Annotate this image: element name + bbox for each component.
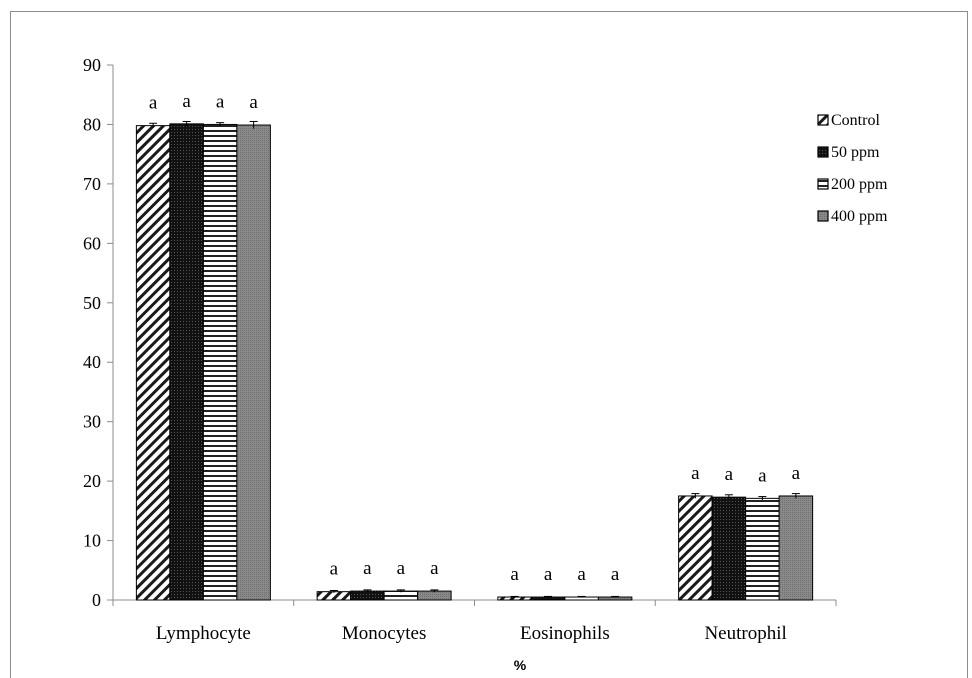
x-tick-label: Lymphocyte [156, 623, 251, 644]
significance-label: a [249, 92, 258, 113]
y-tick-label: 90 [83, 55, 101, 75]
legend-label: 50 ppm [831, 144, 880, 161]
y-tick-label: 30 [83, 412, 101, 432]
legend: Control 50 ppm 200 ppm 400 ppm [817, 112, 888, 225]
significance-label: a [182, 91, 191, 112]
legend-label: Control [831, 112, 880, 129]
legend-label: 200 ppm [831, 176, 888, 193]
bar [169, 123, 204, 601]
significance-label: a [149, 93, 158, 114]
legend-swatch [817, 146, 829, 158]
y-tick-label: 0 [92, 590, 101, 610]
significance-label: a [363, 558, 372, 579]
legend-label: 400 ppm [831, 208, 888, 225]
legend-swatch [817, 210, 829, 222]
bar [135, 125, 171, 601]
y-tick-label: 70 [83, 174, 101, 194]
bar [778, 495, 814, 601]
significance-label: a [725, 464, 734, 485]
bar [236, 124, 271, 601]
y-axis: 0 10 20 30 40 50 60 70 80 90 [83, 55, 114, 610]
x-axis: Lymphocyte Monocytes Eosinophils Neutrophil [112, 599, 837, 644]
significance-label: a [216, 91, 225, 112]
significance-label: a [758, 465, 767, 486]
y-tick-label: 20 [83, 471, 101, 491]
significance-label: a [691, 463, 700, 484]
significance-label: a [544, 564, 553, 585]
bar [745, 497, 780, 601]
bar [383, 590, 419, 601]
significance-label: a [611, 564, 620, 585]
bar [350, 590, 385, 601]
significance-label: a [330, 559, 339, 580]
significance-label: a [430, 558, 439, 579]
x-tick-label: Monocytes [342, 623, 426, 644]
y-tick-label: 10 [83, 531, 101, 551]
y-tick-label: 50 [83, 293, 101, 313]
bar [678, 495, 713, 601]
x-tick-label: Eosinophils [520, 623, 610, 644]
bar [316, 591, 352, 601]
y-tick-label: 60 [83, 233, 101, 253]
bars-group: a a a a a a a a a a a a a a a a [135, 91, 814, 601]
x-axis-label: % [514, 657, 527, 673]
significance-label: a [577, 564, 586, 585]
y-tick-label: 40 [83, 352, 101, 372]
bar [202, 123, 238, 601]
bar [417, 590, 452, 601]
y-tick-label: 80 [83, 114, 101, 134]
chart-frame [10, 11, 968, 678]
significance-label: a [397, 558, 406, 579]
significance-label: a [510, 564, 519, 585]
x-tick-label: Neutrophil [704, 623, 786, 644]
legend-swatch [817, 178, 829, 190]
bar [711, 496, 747, 601]
legend-swatch [817, 114, 829, 126]
significance-label: a [792, 463, 801, 484]
